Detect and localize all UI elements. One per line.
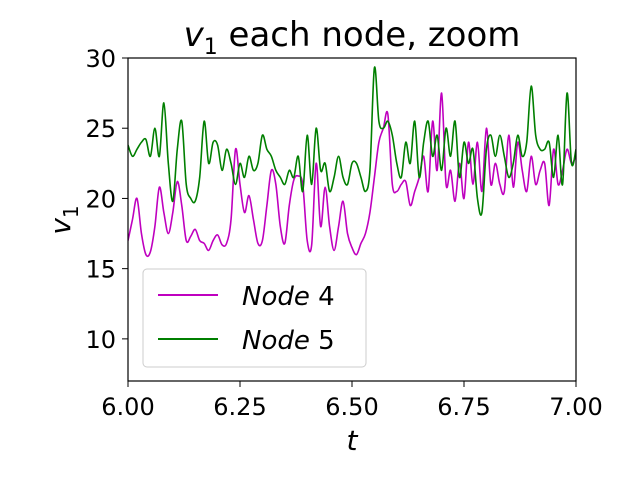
y-tick-label: 10 [85, 326, 116, 354]
y-tick-label: 15 [85, 256, 116, 284]
y-tick-label: 30 [85, 45, 116, 73]
x-tick-label: 6.50 [325, 393, 378, 421]
x-tick-label: 6.25 [213, 393, 266, 421]
x-axis-ticks: 6.00 6.25 6.50 6.75 7.00 [101, 381, 603, 421]
series-line-node-5 [128, 66, 576, 217]
x-tick-label: 6.75 [437, 393, 490, 421]
y-tick-label: 20 [85, 185, 116, 213]
legend-label-node-4: Node 4 [242, 282, 335, 312]
x-tick-label: 6.00 [101, 393, 154, 421]
legend-label-node-5: Node 5 [242, 326, 335, 356]
x-tick-label: 7.00 [549, 393, 602, 421]
y-axis-ticks: 10 15 20 25 30 [85, 45, 128, 354]
y-axis-label: v1 [44, 205, 83, 234]
x-axis-label: t [347, 424, 359, 457]
y-tick-label: 25 [85, 115, 116, 143]
series-line-node-4 [128, 92, 576, 258]
legend: Node 4 Node 5 [142, 268, 367, 368]
series-layer [128, 66, 576, 258]
chart-title: v1 each node, zoom [184, 15, 521, 60]
legend-box [142, 268, 367, 368]
